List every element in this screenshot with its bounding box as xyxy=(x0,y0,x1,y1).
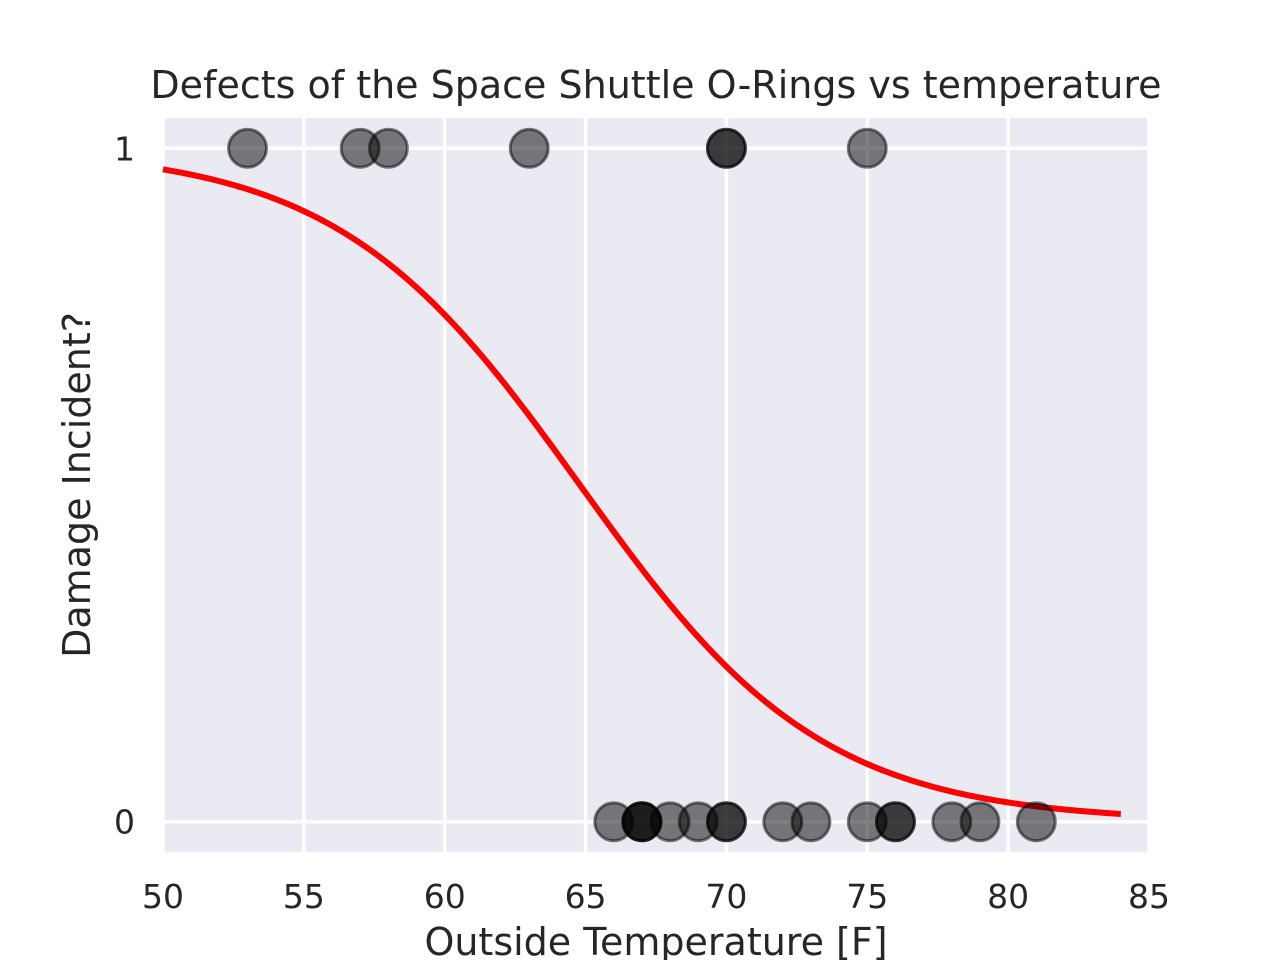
x-tick-label: 80 xyxy=(987,877,1029,916)
data-point xyxy=(508,127,550,169)
y-axis-label: Damage Incident? xyxy=(55,312,99,658)
x-axis-label: Outside Temperature [F] xyxy=(424,920,887,960)
plot-background xyxy=(163,118,1149,852)
chart-title: Defects of the Space Shuttle O-Rings vs … xyxy=(150,63,1161,107)
fit-curve-layer xyxy=(162,166,1122,817)
data-point xyxy=(790,801,832,843)
data-point xyxy=(705,127,747,169)
data-point xyxy=(874,801,916,843)
data-points-layer xyxy=(227,127,1057,843)
x-tick-label: 50 xyxy=(142,877,184,916)
data-point xyxy=(959,801,1001,843)
x-tick-label: 60 xyxy=(424,877,466,916)
data-point xyxy=(227,127,269,169)
x-tick-label: 85 xyxy=(1128,877,1170,916)
data-point xyxy=(367,127,409,169)
data-point xyxy=(1015,801,1057,843)
logistic-fit-curve xyxy=(162,166,1122,817)
data-point xyxy=(705,801,747,843)
y-tick-label: 0 xyxy=(114,803,135,842)
x-tick-labels: 50 55 60 65 70 75 80 85 xyxy=(142,877,1170,916)
y-tick-labels: 01 xyxy=(114,129,135,841)
data-point xyxy=(846,127,888,169)
y-tick-label: 1 xyxy=(114,129,135,168)
x-tick-label: 70 xyxy=(705,877,747,916)
x-tick-label: 75 xyxy=(846,877,888,916)
x-tick-label: 65 xyxy=(565,877,607,916)
x-tick-label: 55 xyxy=(283,877,325,916)
